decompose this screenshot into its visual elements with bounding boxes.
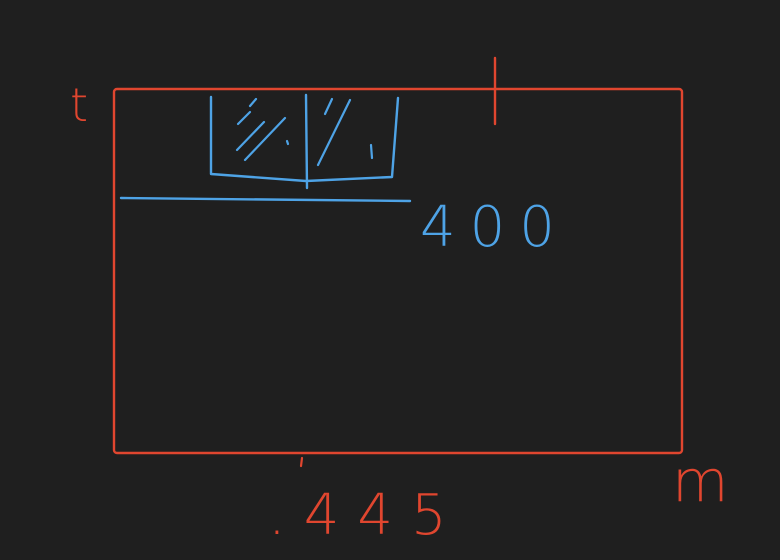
left-hatching [235, 97, 290, 162]
bottom-tick-mark [299, 456, 304, 468]
level-value-label: 400 [420, 195, 569, 260]
container-outline [209, 95, 400, 183]
vertical-axis-label: t [70, 78, 89, 132]
bottom-dimension-label: .445 [268, 483, 465, 548]
horizontal-axis-label: m [672, 447, 729, 515]
level-line [119, 196, 412, 203]
container-divider [304, 93, 309, 190]
right-hatching [316, 97, 374, 167]
outer-rectangle [112, 87, 684, 455]
